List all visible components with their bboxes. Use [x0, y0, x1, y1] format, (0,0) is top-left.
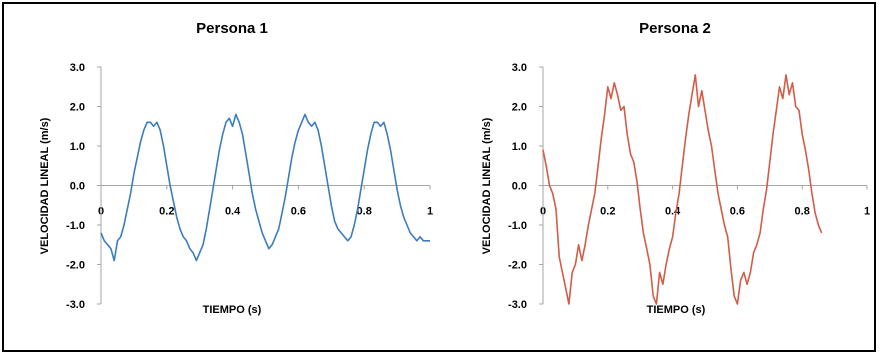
y-tick-label: 2.0 [70, 102, 85, 114]
series-line [542, 74, 823, 305]
y-tick-label: -1.0 [508, 220, 527, 232]
x-tick-label: 0.8 [357, 206, 372, 218]
x-tick-label: 0.4 [225, 206, 241, 218]
y-tick-label: -2.0 [508, 260, 527, 272]
y-tick-label: 2.0 [512, 102, 527, 114]
y-axis-label: VELOCIDAD LINEAL (m/s) [39, 117, 51, 254]
axes [97, 66, 431, 305]
y-tick-labels: 3.0 2.0 1.0 0.0 -1.0 -2.0 -3.0 [508, 62, 527, 311]
series-line [100, 113, 430, 262]
x-tick-label: 0.6 [291, 206, 306, 218]
y-tick-label: -2.0 [66, 260, 85, 272]
y-tick-label: 0.0 [70, 181, 85, 193]
x-tick-label: 0.4 [665, 206, 681, 218]
x-tick-labels: 00.20.40.60.81 [540, 206, 870, 218]
y-tick-label: 1.0 [512, 141, 527, 153]
chart-persona-1: Persona 1 TIEMPO (s) VELOCIDAD LINEAL (m… [39, 20, 433, 316]
chart-persona-2: Persona 2 TIEMPO (s) VELOCIDAD LINEAL (m… [481, 20, 870, 316]
series [542, 74, 823, 305]
y-tick-label: -1.0 [66, 220, 85, 232]
y-tick-label: 3.0 [70, 62, 85, 74]
y-tick-label: -3.0 [66, 299, 85, 311]
y-tick-label: 3.0 [512, 62, 527, 74]
axes [539, 66, 868, 305]
x-tick-label: 1 [864, 206, 870, 218]
figure-frame [2, 2, 876, 352]
x-axis-label: TIEMPO (s) [203, 304, 262, 316]
chart-title: Persona 1 [196, 20, 268, 37]
y-tick-label: -3.0 [508, 299, 527, 311]
x-axis-label: TIEMPO (s) [647, 304, 706, 316]
chart-title: Persona 2 [639, 20, 711, 37]
y-tick-label: 0.0 [512, 181, 527, 193]
x-tick-label: 1 [427, 206, 433, 218]
y-tick-labels: 3.0 2.0 1.0 0.0 -1.0 -2.0 -3.0 [66, 62, 85, 311]
x-tick-label: 0.2 [159, 206, 174, 218]
x-tick-label: 0.6 [730, 206, 745, 218]
x-tick-label: 0.8 [795, 206, 810, 218]
y-axis-label: VELOCIDAD LINEAL (m/s) [481, 117, 493, 254]
x-tick-labels: 00.20.40.60.81 [98, 206, 433, 218]
x-tick-label: 0.2 [600, 206, 615, 218]
series [100, 113, 430, 262]
y-tick-label: 1.0 [70, 141, 85, 153]
